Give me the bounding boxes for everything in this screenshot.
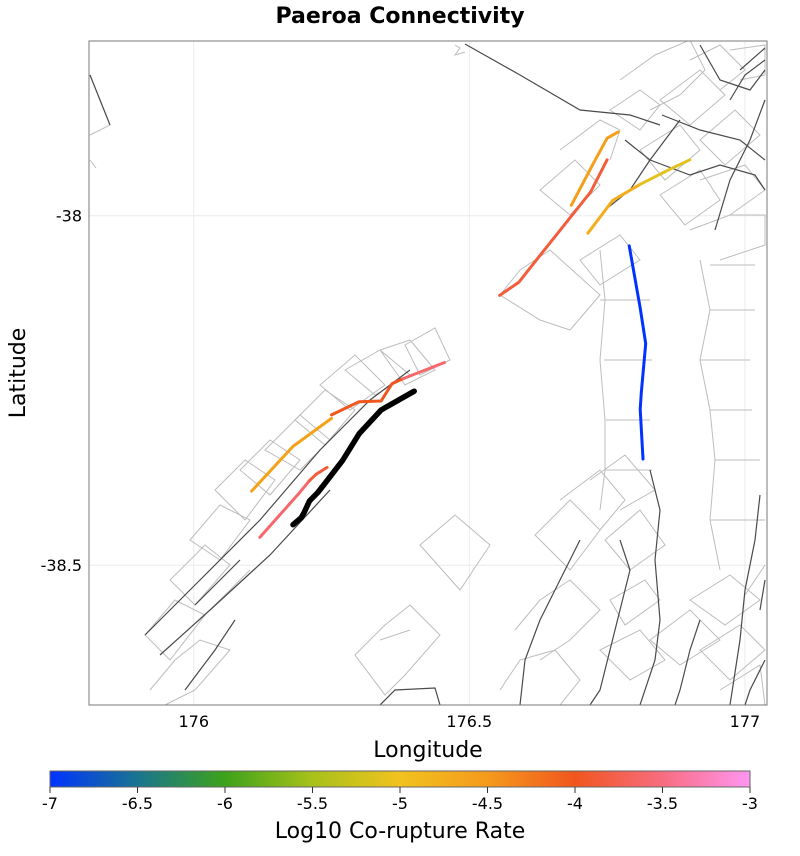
background-fault-traces (89, 43, 766, 705)
y-tick-label-1: -38.5 (41, 556, 82, 575)
corupture-trace-3 (258, 479, 311, 539)
colorbar-label: Log10 Co-rupture Rate (275, 819, 526, 844)
colorbar-ticks: -7 -6.5 -6 -5.5 -5 -4.5 -4 -3.5 -3 (42, 787, 758, 813)
chart-title: Paeroa Connectivity (275, 4, 524, 29)
corupture-trace-4 (308, 465, 329, 483)
colorbar-gradient (49, 770, 751, 788)
source-fault-trace (290, 388, 417, 528)
colorbar-tick-label-8: -3 (742, 794, 758, 813)
y-axis-label: Latitude (6, 328, 31, 419)
grid-lines (89, 41, 767, 705)
x-tick-label-1: 176.5 (446, 712, 492, 731)
x-tick-label-0: 176 (178, 712, 209, 731)
colorbar-tick-label-3: -5.5 (297, 794, 328, 813)
colorbar-tick-label-2: -6 (217, 794, 233, 813)
plot-area (89, 41, 766, 705)
x-axis-ticks: 176 176.5 177 (178, 712, 760, 731)
background-fault-sections (89, 41, 766, 705)
corupture-trace-0 (250, 416, 333, 493)
corupture-trace-8 (638, 158, 692, 186)
x-tick-label-2: 177 (730, 712, 761, 731)
corupture-trace-7 (586, 182, 642, 235)
colorbar-tick-label-7: -3.5 (647, 794, 678, 813)
corupture-trace-5 (498, 158, 609, 297)
colorbar-tick-label-4: -5 (392, 794, 408, 813)
y-axis-ticks: -38 -38.5 (41, 207, 82, 575)
corupture-trace-9 (627, 244, 648, 461)
colorbar-tick-label-1: -6.5 (122, 794, 153, 813)
corupture-trace-6 (569, 130, 620, 207)
colorbar-tick-label-0: -7 (42, 794, 58, 813)
corupture-trace-2 (401, 361, 446, 381)
x-axis-label: Longitude (373, 738, 482, 763)
colorbar-tick-label-6: -4 (567, 794, 583, 813)
y-tick-label-0: -38 (56, 207, 82, 226)
corupture-traces (250, 130, 692, 539)
colorbar-tick-label-5: -4.5 (472, 794, 503, 813)
corupture-trace-1 (330, 377, 405, 417)
plot-frame (88, 40, 768, 706)
colorbar: -7 -6.5 -6 -5.5 -5 -4.5 -4 -3.5 -3 Log10 Co-rupt… (42, 770, 758, 844)
